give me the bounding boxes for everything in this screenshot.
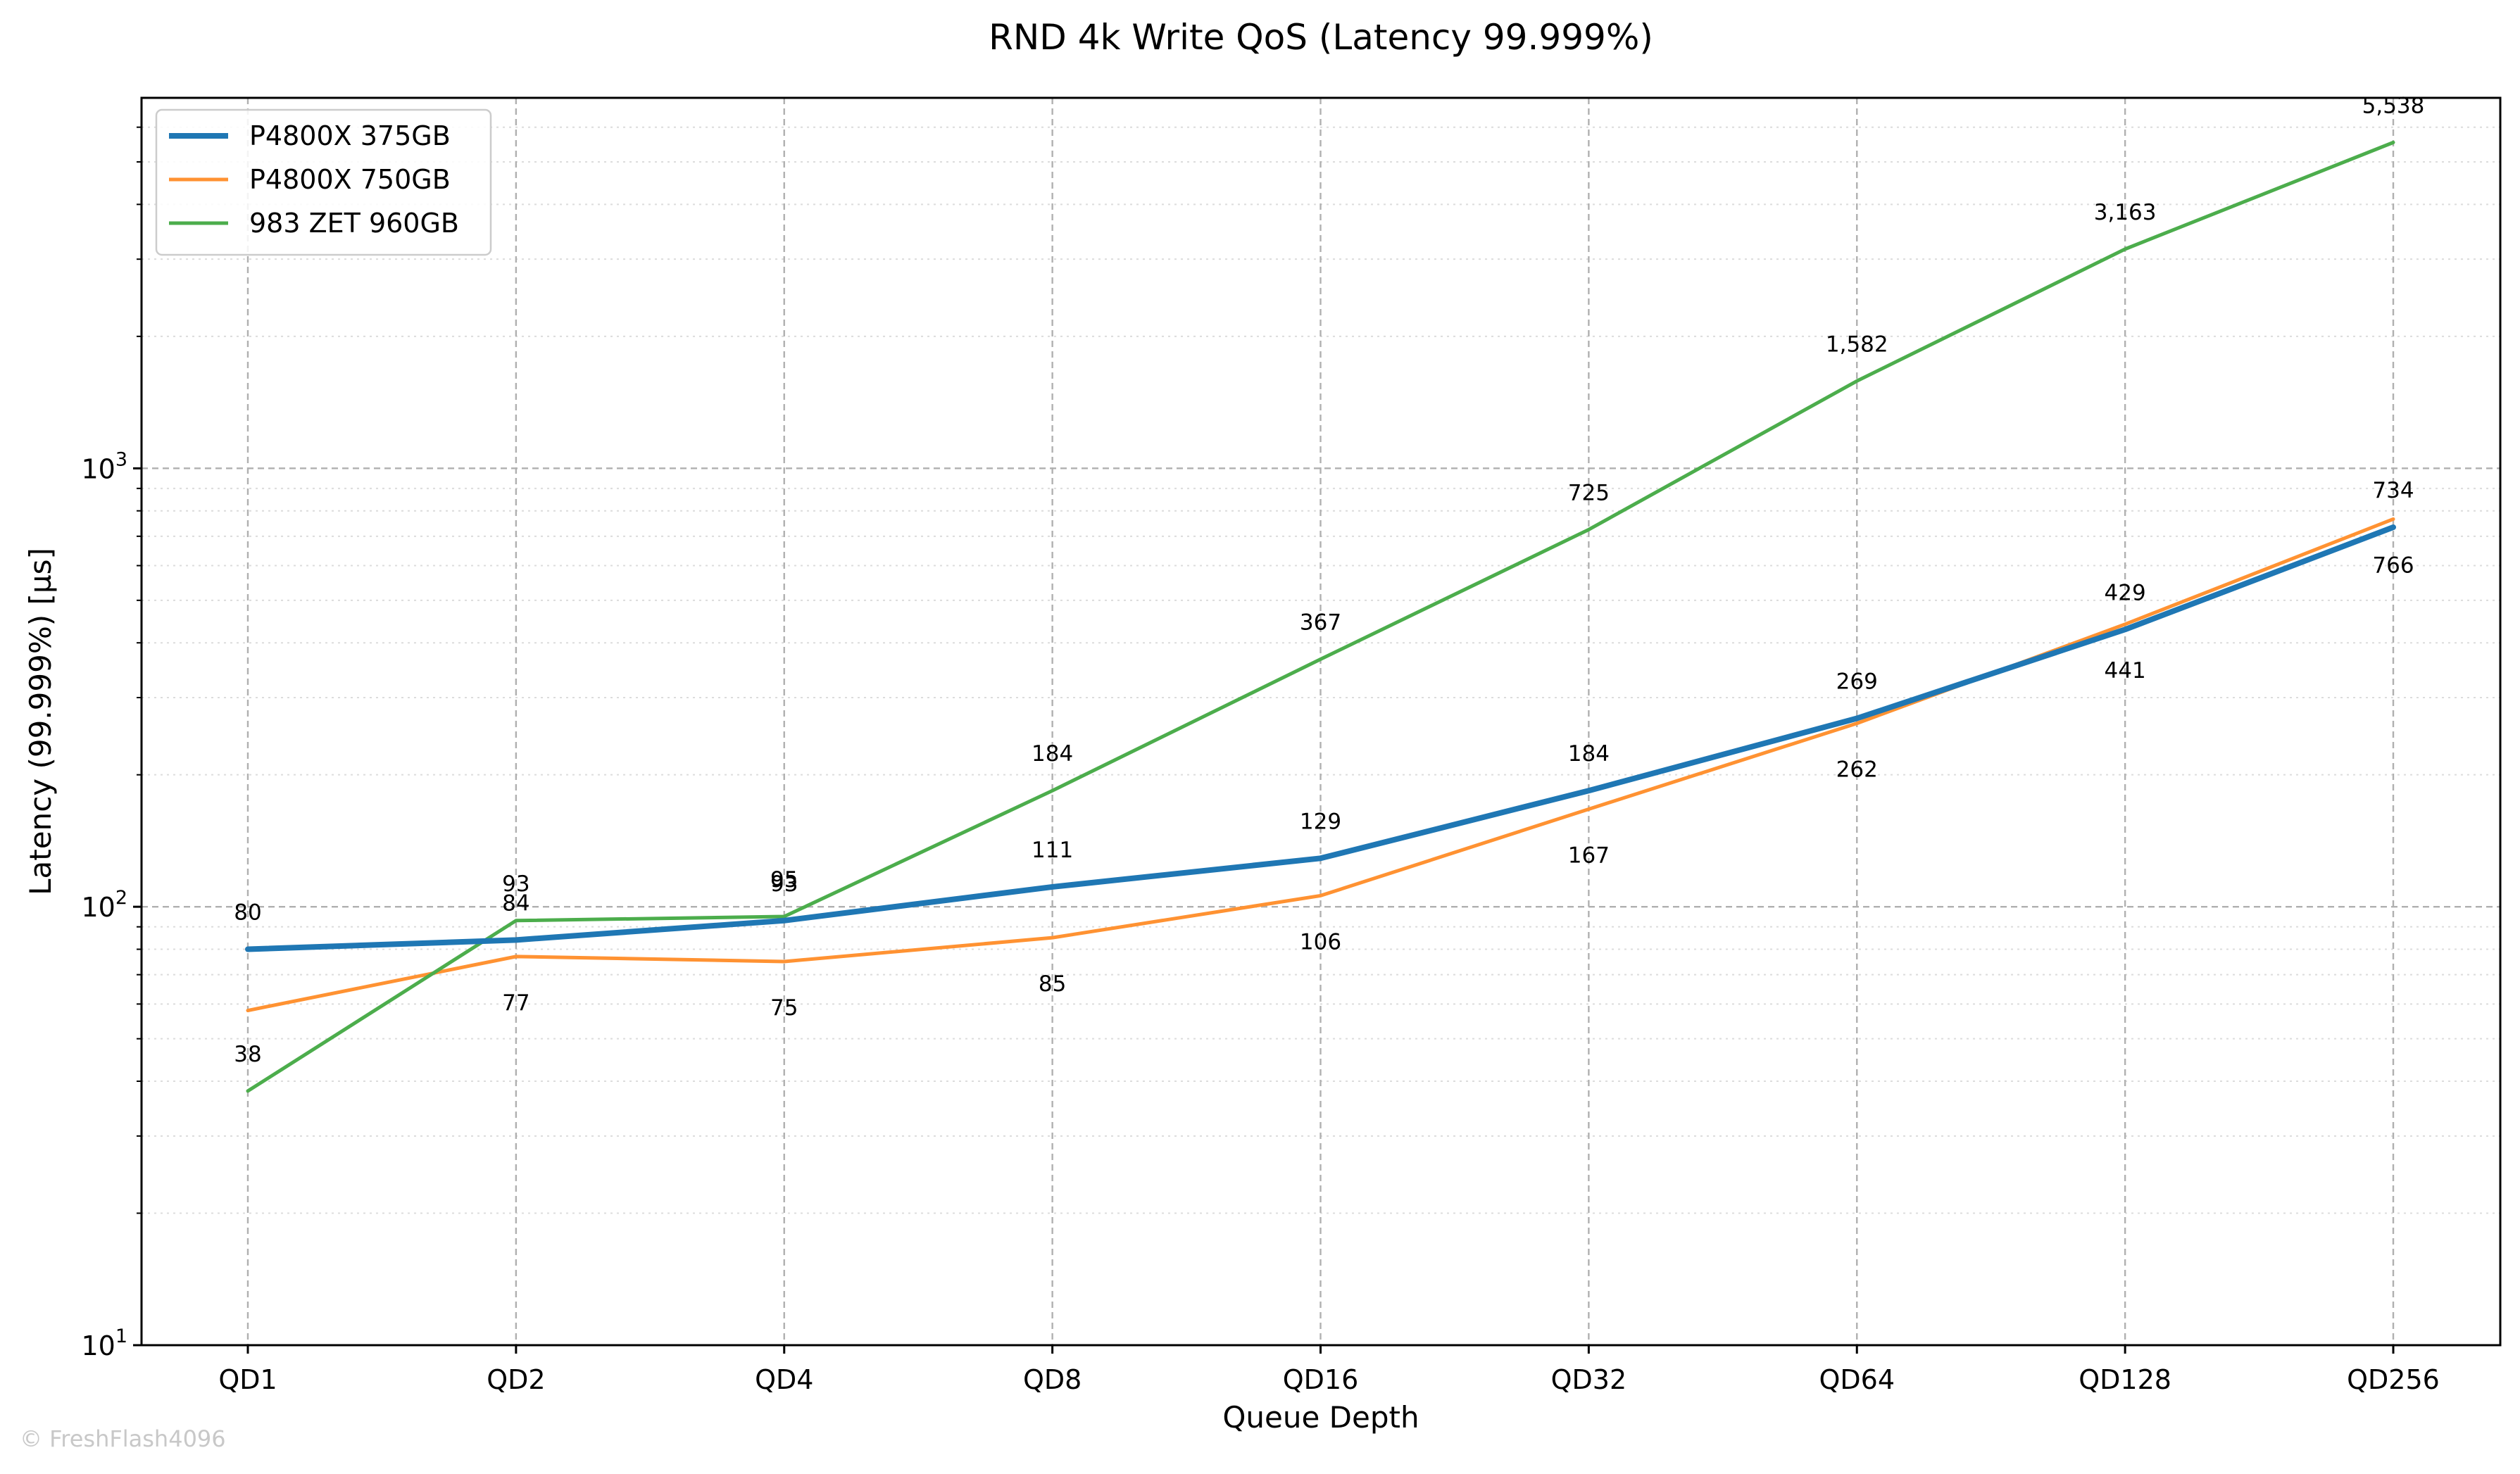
x-tick-label: QD32 [1551, 1364, 1627, 1395]
x-tick-label: QD256 [2347, 1364, 2440, 1395]
data-label: 85 [1039, 971, 1066, 997]
legend-box [155, 108, 492, 256]
data-label: 167 [1568, 843, 1610, 868]
y-axis-ticks: 101 102 103 [81, 126, 142, 1361]
data-label: 766 [2372, 553, 2414, 578]
x-tick-label: QD16 [1283, 1364, 1359, 1395]
data-label: 441 [2105, 658, 2146, 684]
watermark: © FreshFlash4096 [20, 1425, 226, 1452]
data-label: 129 [1300, 809, 1341, 834]
data-label: 262 [1836, 757, 1878, 783]
legend-label: P4800X 750GB [249, 164, 451, 195]
x-tick-label: QD4 [755, 1364, 813, 1395]
x-tick-label: QD8 [1023, 1364, 1082, 1395]
data-label: 1,582 [1826, 332, 1888, 357]
major-gridlines [142, 98, 2500, 1347]
data-label: 106 [1300, 929, 1341, 955]
legend-label: 983 ZET 960GB [249, 208, 459, 239]
x-tick-label: QD128 [2079, 1364, 2171, 1395]
data-label: 734 [2372, 478, 2414, 503]
series-line [246, 140, 2395, 1093]
y-axis-label: Latency (99.999%) [µs] [23, 548, 58, 895]
series-lines [245, 140, 2396, 1093]
data-label: 184 [1032, 741, 1073, 767]
x-tick-label: QD1 [218, 1364, 277, 1395]
x-tick-label: QD2 [487, 1364, 545, 1395]
data-label: 429 [2105, 580, 2146, 605]
data-label: 269 [1836, 669, 1878, 695]
data-label: 93 [770, 871, 798, 897]
data-label: 38 [234, 1042, 261, 1067]
data-label: 367 [1300, 610, 1341, 635]
data-label: 80 [234, 900, 261, 926]
data-label: 95 [770, 867, 798, 893]
series-line [245, 524, 2396, 952]
data-label: 75 [770, 995, 798, 1021]
x-axis-ticks: QD1 QD2 QD4 QD8 QD16 QD32 QD64 QD128 QD256 [218, 1345, 2440, 1395]
data-label: 77 [502, 990, 529, 1016]
data-label: 184 [1568, 741, 1610, 767]
legend-label: P4800X 375GB [249, 120, 451, 151]
y-tick-label: 103 [81, 448, 127, 484]
y-tick-label: 101 [81, 1325, 127, 1361]
x-tick-label: QD64 [1819, 1364, 1895, 1395]
data-label: 725 [1568, 480, 1610, 505]
data-label: 111 [1032, 838, 1073, 863]
y-tick-label: 102 [81, 887, 127, 923]
data-label: 3,163 [2094, 200, 2157, 225]
x-axis-label: Queue Depth [1222, 1400, 1419, 1435]
legend: P4800X 375GB P4800X 750GB 983 ZET 960GB [155, 108, 492, 256]
chart-title: RND 4k Write QoS (Latency 99.999%) [989, 17, 1653, 58]
data-label: 84 [502, 890, 529, 916]
data-label: 93 [502, 871, 529, 897]
